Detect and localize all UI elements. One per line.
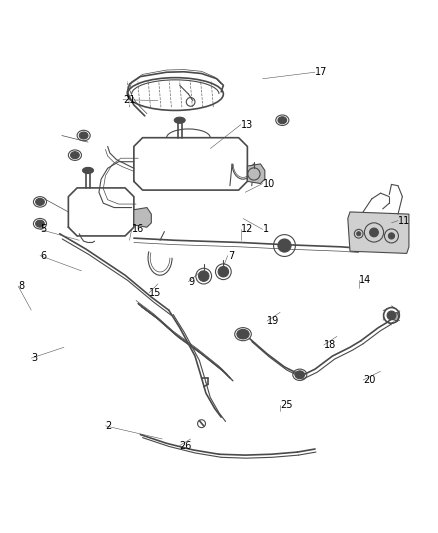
- Circle shape: [370, 228, 378, 237]
- Text: 8: 8: [18, 281, 24, 291]
- Ellipse shape: [237, 329, 249, 339]
- Circle shape: [278, 239, 291, 252]
- Ellipse shape: [278, 117, 287, 124]
- Text: 10: 10: [263, 179, 275, 189]
- Text: 15: 15: [149, 288, 162, 298]
- Text: 21: 21: [123, 95, 135, 104]
- Text: 6: 6: [40, 251, 46, 261]
- Polygon shape: [138, 304, 233, 381]
- Polygon shape: [247, 164, 265, 183]
- Text: 20: 20: [363, 375, 375, 385]
- Polygon shape: [134, 207, 151, 227]
- Text: 2: 2: [106, 421, 112, 431]
- Text: 16: 16: [132, 224, 144, 235]
- Circle shape: [389, 233, 395, 239]
- Text: 26: 26: [180, 440, 192, 450]
- Circle shape: [218, 266, 229, 277]
- Circle shape: [387, 311, 396, 320]
- Ellipse shape: [295, 371, 304, 379]
- Text: 17: 17: [315, 67, 328, 77]
- Ellipse shape: [174, 117, 185, 123]
- Circle shape: [198, 271, 209, 281]
- Text: 3: 3: [31, 353, 37, 363]
- Text: 1: 1: [263, 224, 269, 235]
- Text: 13: 13: [241, 119, 253, 130]
- Text: 5: 5: [40, 224, 46, 235]
- Ellipse shape: [71, 152, 79, 159]
- Text: 7: 7: [228, 251, 234, 261]
- Ellipse shape: [35, 220, 44, 227]
- Text: 12: 12: [241, 224, 253, 235]
- Ellipse shape: [79, 132, 88, 139]
- Polygon shape: [348, 212, 409, 253]
- Polygon shape: [392, 312, 399, 321]
- Text: 11: 11: [398, 216, 410, 225]
- Text: 18: 18: [324, 340, 336, 350]
- Text: 9: 9: [188, 277, 194, 287]
- Text: 25: 25: [280, 400, 293, 410]
- Ellipse shape: [82, 167, 93, 174]
- Text: 14: 14: [359, 274, 371, 285]
- Circle shape: [357, 231, 361, 236]
- Text: 19: 19: [267, 316, 279, 326]
- Ellipse shape: [35, 198, 44, 205]
